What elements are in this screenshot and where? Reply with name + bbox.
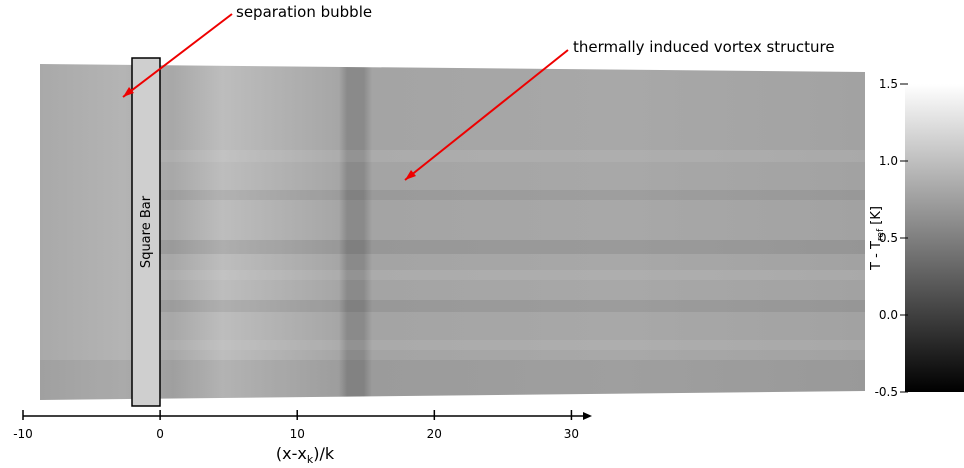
colorbar-label: T - Tref [K] — [869, 206, 886, 271]
x-tick-label: 0 — [156, 427, 164, 441]
axis-arrow — [583, 412, 592, 420]
label-part: )/k — [313, 444, 335, 463]
colorbar-tick-label: 0.5 — [879, 231, 898, 245]
label-sub: k — [307, 453, 314, 466]
label-part: T - T — [869, 241, 884, 271]
arrow — [122, 13, 233, 98]
x-tick-label: -10 — [13, 427, 33, 441]
bar-label: Square Bar — [139, 195, 154, 268]
arrow-head — [405, 170, 416, 180]
x-tick-label: 10 — [290, 427, 305, 441]
label-part: [K] — [869, 206, 884, 229]
square-bar — [131, 57, 161, 407]
annotation: thermally induced vortex structure — [573, 38, 835, 56]
arrow-head — [123, 87, 134, 97]
annotation: separation bubble — [236, 3, 372, 21]
label-part: (x-x — [276, 444, 307, 463]
label-sub: ref — [876, 228, 886, 241]
x-axis-label: (x-xk)/k — [276, 444, 335, 466]
colorbar-tick-label: 1.5 — [879, 77, 898, 91]
colorbar-tick-label: -0.5 — [875, 385, 898, 399]
colorbar-tick-label: 1.0 — [879, 154, 898, 168]
colorbar-tick-label: 0.0 — [879, 308, 898, 322]
thermal-image — [40, 64, 865, 400]
arrow — [404, 49, 569, 181]
x-tick-label: 30 — [564, 427, 579, 441]
colorbar — [905, 84, 964, 392]
x-tick-label: 20 — [427, 427, 442, 441]
